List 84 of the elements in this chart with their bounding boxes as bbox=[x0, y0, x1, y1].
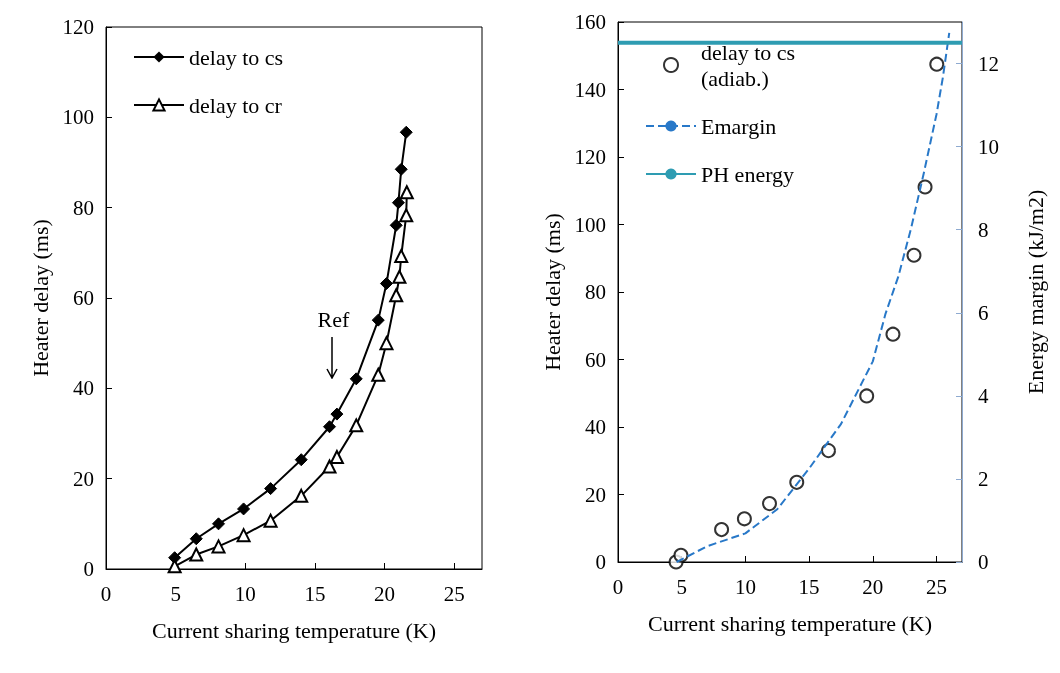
point bbox=[263, 513, 278, 528]
y-tick-label: 0 bbox=[595, 550, 606, 574]
x-tick-label: 5 bbox=[676, 574, 687, 599]
point bbox=[189, 547, 204, 562]
x-tick-label: 20 bbox=[862, 574, 884, 599]
point bbox=[885, 326, 901, 342]
point bbox=[392, 269, 407, 284]
x-tick-label: 15 bbox=[798, 574, 820, 599]
legend-label: PH energy bbox=[701, 161, 795, 187]
point bbox=[294, 488, 309, 503]
y-tick-label: 140 bbox=[574, 77, 606, 102]
legend-label: delay to cr bbox=[189, 92, 283, 118]
x-tick-label: 0 bbox=[100, 581, 112, 606]
y-axis-title: Heater delay (ms) bbox=[28, 219, 54, 377]
point bbox=[906, 247, 922, 263]
y-tick-label: 100 bbox=[574, 212, 606, 237]
point bbox=[237, 502, 251, 516]
point bbox=[211, 539, 226, 554]
point bbox=[394, 248, 409, 263]
y-tick-label: 0 bbox=[83, 557, 94, 581]
y-tick-label: 80 bbox=[585, 280, 606, 304]
point bbox=[264, 482, 278, 496]
y-tick-label: 120 bbox=[62, 15, 94, 39]
point bbox=[714, 522, 730, 538]
legend-label: delay to cs (adiab.) bbox=[701, 39, 801, 91]
y2-tick-label: 6 bbox=[978, 300, 989, 325]
y-tick-label: 160 bbox=[574, 10, 606, 34]
point bbox=[762, 496, 777, 512]
y2-tick-label: 0 bbox=[978, 550, 989, 574]
x-tick-label: 10 bbox=[734, 574, 756, 599]
y2-axis-title: Energy margin (kJ/m2) bbox=[1022, 189, 1048, 395]
point bbox=[371, 313, 385, 327]
y-tick-label: 60 bbox=[73, 286, 94, 310]
x-tick-label: 25 bbox=[926, 574, 948, 599]
point bbox=[929, 56, 945, 72]
y-tick-label: 100 bbox=[62, 105, 94, 130]
x-axis-title: Current sharing temperature (K) bbox=[151, 617, 437, 643]
point bbox=[399, 125, 413, 139]
point bbox=[379, 277, 393, 291]
y-tick-label: 80 bbox=[73, 195, 94, 220]
x-tick-label: 0 bbox=[612, 574, 624, 599]
y-tick-label: 40 bbox=[73, 376, 94, 401]
point bbox=[394, 162, 408, 176]
point bbox=[189, 532, 203, 546]
y-tick-label: 20 bbox=[73, 466, 94, 491]
annotation: Ref bbox=[317, 307, 350, 334]
x-tick-label: 25 bbox=[443, 581, 465, 606]
y2-tick-label: 4 bbox=[978, 383, 989, 408]
y-tick-label: 60 bbox=[585, 347, 606, 372]
legend-label: Emargin bbox=[701, 113, 777, 139]
y2-tick-label: 2 bbox=[978, 466, 989, 491]
point bbox=[859, 388, 875, 404]
point bbox=[736, 511, 752, 527]
point bbox=[379, 336, 394, 351]
point bbox=[399, 185, 414, 200]
point bbox=[389, 218, 403, 232]
y-tick-label: 20 bbox=[585, 482, 606, 507]
point bbox=[349, 418, 364, 433]
y-tick-label: 120 bbox=[574, 145, 606, 169]
point bbox=[323, 420, 337, 434]
x-tick-label: 15 bbox=[304, 581, 326, 606]
point bbox=[330, 407, 344, 421]
point bbox=[820, 443, 836, 459]
point bbox=[329, 449, 344, 464]
point bbox=[389, 288, 404, 303]
point bbox=[322, 459, 337, 474]
point bbox=[349, 372, 363, 386]
x-tick-label: 5 bbox=[170, 581, 181, 606]
y2-tick-label: 8 bbox=[978, 217, 989, 242]
point bbox=[371, 367, 386, 382]
point bbox=[236, 528, 251, 543]
y-tick-label: 40 bbox=[585, 415, 606, 439]
x-tick-label: 20 bbox=[374, 581, 396, 606]
y2-tick-label: 12 bbox=[978, 51, 999, 76]
point bbox=[391, 196, 405, 210]
y2-tick-label: 10 bbox=[978, 134, 999, 159]
point bbox=[212, 517, 226, 531]
legend-label: delay to cs bbox=[189, 44, 284, 70]
point bbox=[294, 453, 308, 467]
y-axis-title: Heater delay (ms) bbox=[540, 213, 566, 371]
point bbox=[399, 208, 414, 223]
x-axis-title: Current sharing temperature (K) bbox=[647, 610, 933, 636]
x-tick-label: 10 bbox=[234, 581, 256, 606]
point bbox=[167, 559, 182, 574]
